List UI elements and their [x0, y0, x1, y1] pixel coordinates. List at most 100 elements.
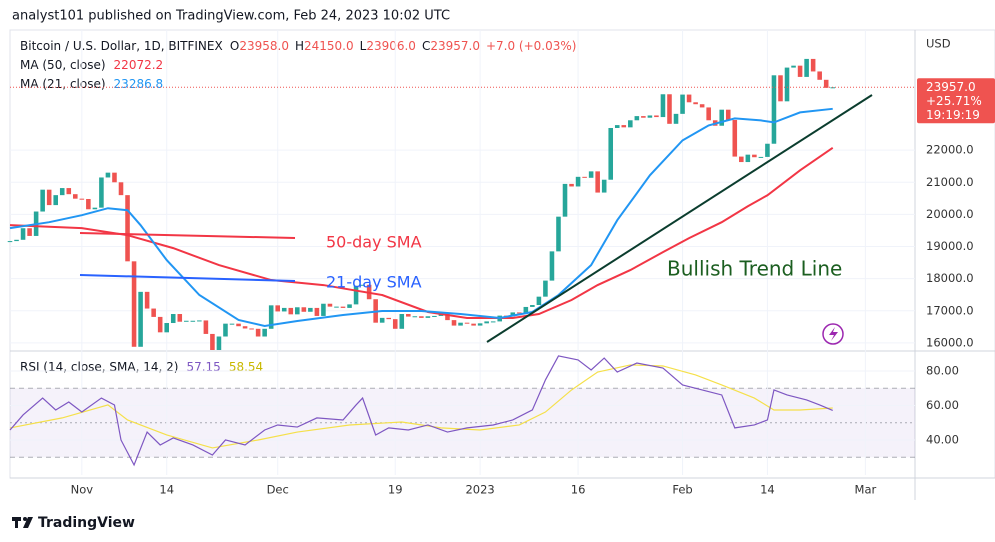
candle — [406, 314, 411, 317]
candle — [595, 171, 600, 193]
candle — [99, 177, 104, 208]
candle — [118, 182, 124, 196]
candle — [164, 323, 169, 333]
y-tick-label: 20000.0 — [926, 207, 974, 221]
candle — [771, 75, 777, 144]
y-tick-label: 17000.0 — [926, 303, 974, 317]
candle — [144, 291, 150, 309]
candle — [262, 328, 267, 337]
candle — [680, 94, 685, 114]
candle — [184, 320, 189, 322]
change: +7.0 (+0.03%) — [486, 39, 577, 53]
candle — [739, 156, 744, 163]
symbol: Bitcoin / U.S. Dollar, 1D, BITFINEX — [20, 39, 222, 53]
candle — [706, 107, 711, 121]
l-value: 23906.0 — [366, 39, 416, 53]
candle — [667, 94, 672, 124]
candle — [46, 189, 52, 206]
legend-ma21: MA (21, close) 23286.8 — [20, 77, 163, 91]
candle — [399, 314, 405, 329]
c-value: 23957.0 — [430, 39, 480, 53]
candle — [425, 316, 431, 318]
candle — [340, 306, 346, 308]
x-tick-label: 19 — [388, 483, 403, 497]
candle — [59, 188, 65, 196]
x-tick-label: 14 — [760, 483, 775, 497]
candle — [810, 58, 816, 72]
candle — [79, 198, 85, 200]
y-tick-label: 18000.0 — [926, 271, 974, 285]
candle — [490, 321, 496, 323]
y-tick-label: 21000.0 — [926, 175, 974, 189]
candle — [601, 179, 607, 193]
candle — [588, 171, 594, 178]
candle — [582, 176, 587, 178]
candle — [778, 75, 783, 102]
candle — [797, 65, 803, 77]
candle — [203, 320, 209, 334]
candle — [27, 228, 32, 236]
countdown: 19:19:19 — [926, 108, 980, 122]
candle — [817, 71, 822, 80]
candle — [419, 316, 424, 318]
legend-ma50: MA (50, close) 22072.2 — [20, 58, 163, 72]
footer: TradingView — [38, 515, 135, 531]
candle — [621, 125, 627, 128]
sma21-marker — [79, 274, 296, 282]
candle — [197, 320, 202, 322]
candle — [686, 94, 692, 103]
candle — [379, 317, 385, 323]
candle — [614, 125, 620, 128]
o-value: 23958.0 — [239, 39, 289, 53]
currency: USD — [926, 37, 951, 51]
logo — [12, 517, 33, 528]
candle — [510, 312, 516, 317]
event-icon[interactable] — [822, 323, 844, 345]
x-tick-label: 14 — [159, 483, 174, 497]
candle — [628, 120, 633, 128]
candle — [268, 305, 274, 329]
candle — [353, 285, 359, 305]
candle — [451, 320, 457, 326]
o-label: O — [230, 39, 239, 53]
candle — [360, 284, 365, 286]
trend-annotation: Bullish Trend Line — [667, 257, 842, 281]
ma21-line — [9, 107, 833, 327]
candle — [53, 195, 58, 206]
candle — [758, 156, 764, 158]
rsi-tick-label: 40.00 — [926, 432, 959, 446]
legend-main: Bitcoin / U.S. Dollar, 1D, BITFINEX O2395… — [20, 39, 576, 53]
candle — [347, 304, 352, 308]
candle — [40, 189, 45, 212]
rsi-ma-line — [9, 364, 833, 449]
candle — [543, 280, 548, 297]
rsi-line — [9, 355, 833, 467]
x-tick-label: Mar — [855, 483, 877, 497]
candle — [823, 79, 829, 88]
candle — [445, 313, 450, 321]
candle — [732, 119, 738, 157]
candle — [138, 291, 143, 347]
candle — [575, 176, 581, 187]
candle — [412, 316, 418, 318]
rsi-ma-value: 58.54 — [229, 360, 263, 374]
candle — [673, 113, 679, 124]
candle — [562, 183, 568, 217]
price-change: +25.71% — [926, 94, 982, 108]
candle — [295, 307, 300, 315]
candle — [236, 323, 241, 327]
rsi-tick-label: 80.00 — [926, 363, 959, 377]
header: analyst101 published on TradingView.com,… — [12, 9, 450, 24]
x-tick-label: Feb — [672, 483, 692, 497]
candle — [92, 207, 98, 210]
candle — [647, 115, 653, 118]
plot: 16000.0 17000.0 18000.0 19000.0 20000.0 21000… — [7, 30, 974, 497]
rsi-label: RSI (14, close, SMA, 14, 2) — [20, 360, 178, 374]
candle — [608, 127, 614, 180]
candle — [327, 303, 333, 307]
price-box — [917, 78, 995, 124]
h-label: H — [295, 39, 304, 53]
candle — [386, 317, 392, 320]
candle — [321, 303, 326, 316]
